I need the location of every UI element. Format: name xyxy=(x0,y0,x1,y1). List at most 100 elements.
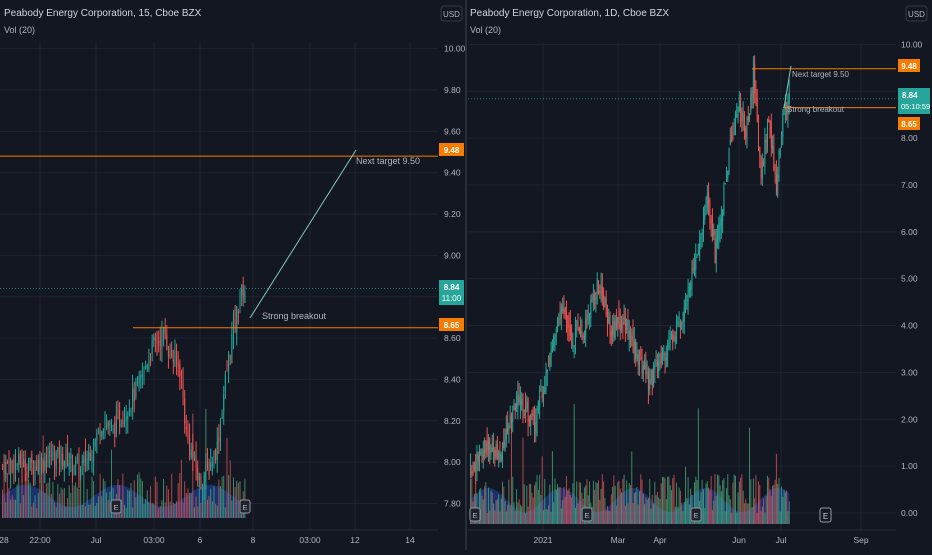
candle-body xyxy=(749,113,751,121)
candle-body xyxy=(166,334,168,351)
annotation-strong-breakout[interactable]: Strong breakout xyxy=(262,311,327,321)
volume-bar xyxy=(632,503,634,524)
earnings-marker[interactable]: E xyxy=(690,507,702,522)
candle-body xyxy=(577,327,579,329)
candle-body xyxy=(189,437,191,455)
candle-body xyxy=(219,421,221,445)
volume-bar xyxy=(646,499,648,524)
candle-body xyxy=(670,333,672,338)
left-drawings[interactable]: Next target 9.50 Strong breakout xyxy=(0,149,438,329)
right-indicator-label[interactable]: Vol (20) xyxy=(470,25,501,35)
earnings-glyph: E xyxy=(242,503,247,512)
y-tick-label: 8.00 xyxy=(901,133,918,143)
candle-body xyxy=(221,414,223,419)
volume-bar xyxy=(583,487,585,524)
volume-bar xyxy=(532,497,534,524)
volume-bar xyxy=(234,486,236,518)
candle-body xyxy=(535,421,537,434)
candle-body xyxy=(174,351,176,367)
candle-body xyxy=(153,337,155,340)
annotation-next-target[interactable]: Next target 9.50 xyxy=(792,70,849,79)
volume-bar xyxy=(717,474,719,524)
volume-bar xyxy=(747,503,749,524)
volume-bar xyxy=(548,505,550,524)
candle-body xyxy=(756,97,758,121)
volume-bar xyxy=(96,502,98,518)
volume-bar xyxy=(531,492,533,524)
volume-bar xyxy=(758,481,759,524)
volume-bar xyxy=(576,481,578,524)
annotation-next-target[interactable]: Next target 9.50 xyxy=(356,156,420,166)
candle-body xyxy=(179,363,181,377)
left-chart-title[interactable]: Peabody Energy Corporation, 15, Cboe BZX xyxy=(4,8,202,19)
left-currency-button[interactable] xyxy=(440,5,463,22)
candle-body xyxy=(586,314,588,321)
volume-bar xyxy=(486,513,488,524)
earnings-marker[interactable]: E xyxy=(239,499,251,514)
left-level-tag-lower[interactable]: 8.65 xyxy=(439,318,464,331)
left-level-tag-upper-text: 9.48 xyxy=(444,146,460,155)
volume-bar xyxy=(685,466,687,524)
volume-bar xyxy=(496,499,498,524)
candle-body xyxy=(185,427,187,430)
right-level-tag-upper[interactable]: 9.48 xyxy=(898,59,920,72)
volume-bar xyxy=(569,494,571,524)
volume-bar xyxy=(179,472,181,518)
trend-line[interactable] xyxy=(249,149,357,319)
volume-bar xyxy=(615,505,617,524)
volume-bar xyxy=(208,496,210,518)
volume-bar xyxy=(138,472,140,518)
right-currency-button[interactable] xyxy=(905,5,928,22)
earnings-marker[interactable]: E xyxy=(469,507,481,522)
volume-bar xyxy=(489,510,491,524)
volume-bar xyxy=(60,487,62,518)
left-time-axis[interactable]: 28 22:00 Jul 03:00 6 8 03:00 12 14 xyxy=(0,529,438,545)
right-chart-panel[interactable]: E E E Next target 9.50 Strong breakout Pea… xyxy=(468,5,930,545)
volume-bar xyxy=(688,504,690,524)
volume-bar xyxy=(761,506,763,524)
volume-bar xyxy=(608,510,610,524)
earnings-marker[interactable]: E xyxy=(110,499,122,514)
candle-body xyxy=(636,354,638,360)
candle-body xyxy=(727,170,729,179)
volume-bar xyxy=(83,459,85,518)
left-level-tag-upper[interactable]: 9.48 xyxy=(439,143,464,156)
volume-bar xyxy=(768,477,770,524)
earnings-marker[interactable]: E xyxy=(581,507,593,522)
volume-bar xyxy=(140,478,142,518)
volume-bar xyxy=(740,477,742,524)
volume-bar xyxy=(635,492,637,524)
candle-body xyxy=(768,120,770,122)
volume-bar xyxy=(640,474,642,524)
volume-bar xyxy=(11,495,13,518)
left-last-price-tag[interactable]: 8.84 11:00 xyxy=(439,280,464,305)
candle-body xyxy=(475,466,477,472)
volume-bar xyxy=(573,404,575,524)
annotation-strong-breakout[interactable]: Strong breakout xyxy=(787,105,845,114)
right-drawings[interactable]: Next target 9.50 Strong breakout xyxy=(468,65,896,114)
left-indicator-label[interactable]: Vol (20) xyxy=(4,25,35,35)
right-time-axis[interactable]: 2021 Mar Apr Jun Jul Sep xyxy=(468,529,896,545)
volume-bar xyxy=(10,499,12,518)
trend-line[interactable] xyxy=(783,65,792,109)
volume-bar xyxy=(180,459,182,518)
volume-bar xyxy=(784,492,786,524)
volume-bar xyxy=(167,489,169,518)
candle-body xyxy=(236,306,238,332)
upcoming-earnings-marker[interactable]: E xyxy=(819,507,832,523)
candle-body xyxy=(34,464,36,479)
candle-body xyxy=(210,462,212,471)
candle-body xyxy=(528,418,530,423)
right-chart-title[interactable]: Peabody Energy Corporation, 1D, Cboe BZX xyxy=(470,8,669,19)
candle-body xyxy=(709,199,711,217)
volume-bar xyxy=(132,507,134,518)
candle-body xyxy=(489,437,491,454)
right-level-tag-lower[interactable]: 8.65 xyxy=(898,117,920,130)
volume-bar xyxy=(510,426,512,524)
candle-body xyxy=(746,119,748,141)
right-last-price-tag[interactable]: 8.84 05:10:59 xyxy=(898,88,930,114)
